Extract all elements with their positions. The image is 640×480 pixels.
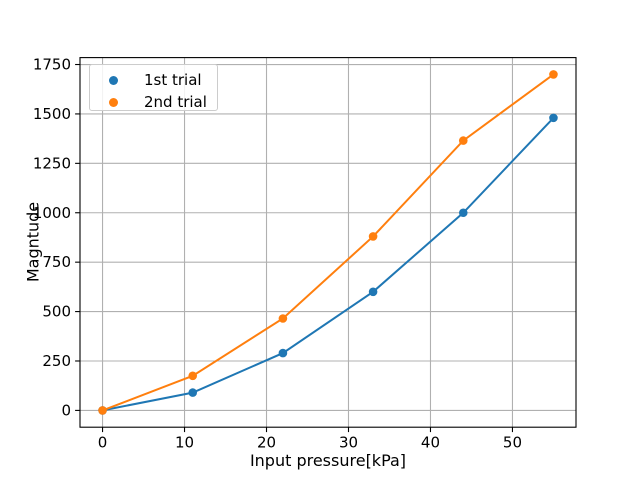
data-point-series-2	[188, 371, 198, 381]
y-tick-label: 500	[42, 303, 71, 321]
legend-entry-1st-trial: 1st trial	[90, 69, 217, 91]
data-point-series-2	[368, 232, 378, 241]
data-point-series-2	[458, 136, 468, 145]
x-tick-label: 40	[421, 433, 440, 451]
data-point-series-1	[188, 388, 198, 397]
y-tick-label: 1250	[33, 154, 71, 172]
data-point-series-2	[278, 314, 288, 323]
y-tick-label: 750	[42, 253, 71, 271]
series-line-2	[102, 73, 555, 412]
x-tick-label: 30	[339, 433, 358, 451]
data-point-series-1	[368, 287, 378, 297]
data-point-series-1	[458, 208, 468, 218]
data-point-series-1	[278, 348, 288, 358]
legend: 1st trial 2nd trial	[89, 64, 218, 111]
y-tick-label: 1000	[33, 204, 71, 222]
legend-entry-2nd-trial: 2nd trial	[90, 91, 217, 113]
legend-label-2nd-trial: 2nd trial	[144, 93, 207, 111]
x-tick-label: 0	[98, 433, 108, 451]
y-tick-label: 1500	[33, 105, 71, 123]
plot-frame	[79, 57, 577, 428]
legend-label-1st-trial: 1st trial	[144, 71, 202, 89]
series-line-1	[102, 117, 555, 412]
x-tick-label: 50	[503, 433, 522, 451]
data-point-series-2	[98, 406, 107, 415]
data-point-series-2	[549, 70, 558, 79]
legend-marker-1st-trial-icon	[109, 75, 118, 85]
x-axis-label: Input pressure[kPa]	[249, 451, 407, 470]
y-tick-label: 0	[61, 401, 71, 419]
y-tick-label: 1750	[33, 56, 71, 74]
x-tick-label: 10	[175, 433, 194, 451]
legend-marker-2nd-trial-icon	[109, 97, 118, 107]
x-tick-label: 20	[257, 433, 276, 451]
data-point-series-1	[549, 113, 558, 123]
y-tick-label: 250	[42, 352, 71, 370]
